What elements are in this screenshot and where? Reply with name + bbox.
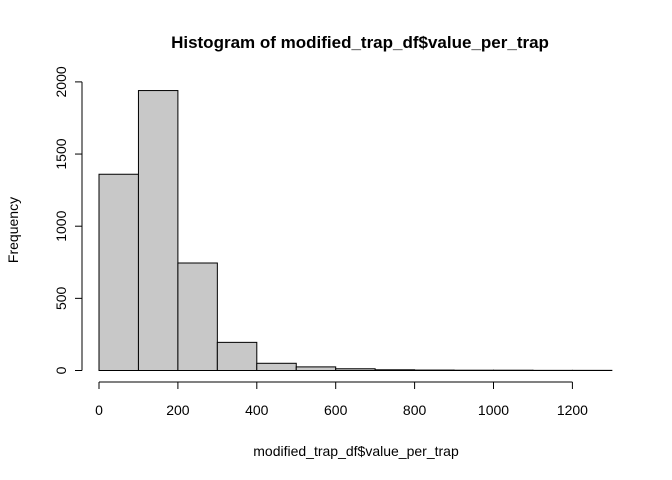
histogram-bar-300-400 <box>216 341 258 371</box>
histogram-bar-0-100 <box>98 173 139 371</box>
histogram-bar-200-300 <box>177 262 218 371</box>
y-tick-label: 0 <box>53 366 69 374</box>
y-axis: 0 500 1000 1500 2000 <box>53 66 83 374</box>
y-axis-label: Frequency <box>5 197 21 263</box>
x-tick-label: 1000 <box>478 402 509 418</box>
x-tick-label: 1200 <box>557 402 588 418</box>
histogram-bar-400-500 <box>256 362 297 372</box>
x-tick-label: 0 <box>95 402 103 418</box>
x-axis-label: modified_trap_df$value_per_trap <box>253 443 459 459</box>
x-tick-label: 600 <box>324 402 348 418</box>
x-tick-label: 800 <box>403 402 427 418</box>
x-axis: 0 200 400 600 800 1000 1200 <box>95 381 588 418</box>
y-tick-label: 1000 <box>53 210 69 241</box>
histogram-bar-700-800 <box>374 369 416 371</box>
histogram-bar-500-600 <box>295 366 337 372</box>
x-tick-label: 200 <box>166 402 190 418</box>
histogram-bar-100-200 <box>137 90 179 371</box>
chart-title: Histogram of modified_trap_df$value_per_… <box>171 33 549 52</box>
histogram-bars <box>98 90 613 372</box>
x-tick-label: 400 <box>245 402 269 418</box>
y-tick-label: 1500 <box>53 138 69 169</box>
histogram-bar-600-700 <box>335 368 376 371</box>
y-tick-label: 500 <box>53 286 69 310</box>
y-tick-label: 2000 <box>53 66 69 97</box>
